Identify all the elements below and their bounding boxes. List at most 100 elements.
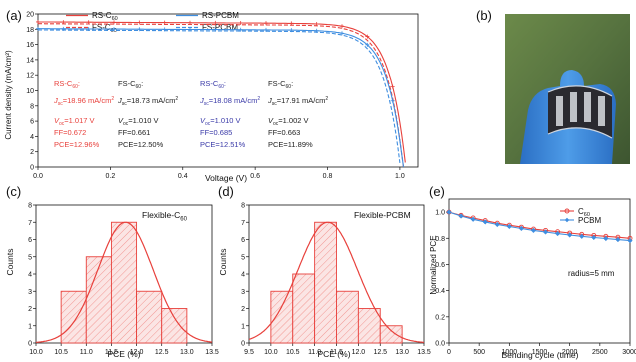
x-tick-label: 0.2 [106,173,116,180]
e-point-pcbm [603,235,609,242]
e-point-pcbm [542,229,549,235]
a-annot-voc: Voc=1.010 V [118,116,159,127]
x-tick-label: 0.4 [178,173,188,180]
e-series-0 [448,211,631,239]
a-annot-ff: FF=0.685 [200,128,232,137]
bent-device [547,85,613,139]
y-tick-label: 0.8 [435,236,445,243]
histogram-bar [85,256,112,344]
histogram-bar [379,325,403,344]
a-annot-ff: FF=0.661 [118,128,150,137]
histogram-bar [136,290,163,344]
y-tick-label: 0 [30,165,34,172]
panel-e-stability: Normalized PCE Bending cycle (time) radi… [429,198,636,360]
e-ylabel: Normalized PCE [429,235,438,294]
y-tick-label: 5 [241,254,245,261]
y-tick-label: 0.0 [435,341,445,348]
y-tick-label: 3 [28,289,32,296]
panel-b-photo [505,14,630,164]
x-tick-label: 500 [473,349,485,356]
a-xlabel: Voltage (V) [205,173,247,183]
y-tick-label: 3 [241,289,245,296]
a-annot-pce: PCE=12.50% [118,140,164,149]
gaussian-fit-curve [248,221,425,343]
y-tick-label: 2 [28,306,32,313]
y-tick-label: 1.0 [435,210,445,217]
histogram-bar [60,290,87,344]
e-point-pcbm [482,219,488,225]
y-tick-label: 1 [241,323,245,330]
a-series-2-marker [238,27,243,32]
a-annot-voc: Voc=1.010 V [200,116,241,127]
y-tick-label: 0 [28,341,32,348]
a-annot-jsc: Jsc=17.91 mA/cm2 [267,96,328,107]
a-annot-voc: Voc=1.017 V [54,116,95,127]
x-tick-label: 10.5 [54,349,68,356]
a-series-0-marker [112,20,116,25]
panel-label-e: (e) [429,184,445,199]
a-series-0-marker [137,20,142,25]
histogram-bar [110,221,138,344]
e-point-pcbm [567,232,573,238]
d-ylabel: Counts [218,249,228,276]
y-tick-label: 8 [241,203,245,210]
x-tick-label: 0.0 [33,173,43,180]
a-series-0-marker [238,21,243,26]
x-tick-label: 13.5 [417,349,431,356]
d-title: Flexible-PCBM [354,210,411,220]
e-point-pcbm [591,234,597,241]
e-legend-label: PCBM [578,216,601,225]
a-series-2-marker [365,42,370,47]
histogram-bar [270,290,294,344]
e-point-pcbm [530,227,537,234]
y-tick-label: 1 [28,323,32,330]
y-tick-label: 6 [241,237,245,244]
a-series-1 [38,23,405,168]
y-tick-label: 8 [28,203,32,210]
a-legend-label: FS-PCBM [202,23,238,32]
y-tick-label: 20 [26,12,34,19]
y-tick-label: 0.2 [435,314,445,321]
y-tick-label: 14 [26,57,34,64]
a-series-0-marker [390,84,395,89]
y-tick-label: 4 [28,272,32,279]
a-series-3 [38,29,401,163]
y-tick-label: 7 [241,220,245,227]
x-tick-label: 2500 [592,349,608,356]
x-tick-label: 12.5 [373,349,387,356]
panel-label-a: (a) [6,8,22,23]
a-annot-header: RS-C60: [200,79,226,90]
x-tick-label: 12.0 [130,349,144,356]
x-tick-label: 11.0 [308,349,321,356]
a-annot-jsc: Jsc=18.73 mA/cm2 [117,96,178,107]
e-point-pcbm [446,209,452,215]
x-tick-label: 12.0 [352,349,366,356]
a-annot-header: FS-C60: [268,79,293,90]
x-tick-label: 12.5 [155,349,169,356]
x-tick-label: 11.5 [330,349,343,356]
panel-d-histogram: Counts PCE (%) Flexible-PCBM 9.5 10.0 10.5… [218,203,431,360]
a-legend-label: RS-C60 [92,11,118,22]
y-tick-label: 12 [26,73,34,80]
x-tick-label: 13.0 [395,349,409,356]
c-ylabel: Counts [5,249,15,276]
y-tick-label: 0.4 [435,288,445,295]
x-tick-label: 0 [447,349,451,356]
e-legend-marker [564,208,570,214]
y-tick-label: 2 [30,149,34,156]
e-point-pcbm [506,223,512,230]
d-xlabel: PCE (%) [317,349,350,359]
e-point-pcbm [518,225,525,232]
histogram-bar [314,221,337,344]
y-tick-label: 6 [28,237,32,244]
a-annot-header: RS-C60: [54,79,80,90]
y-tick-label: 5 [28,254,32,261]
e-point-pcbm [470,216,476,222]
x-tick-label: 1000 [502,349,518,356]
a-annot-ff: FF=0.672 [54,128,86,137]
a-annot-jsc: Jsc=18.96 mA/cm2 [53,96,114,107]
histogram-bar [292,273,316,344]
e-series-1 [448,211,631,242]
